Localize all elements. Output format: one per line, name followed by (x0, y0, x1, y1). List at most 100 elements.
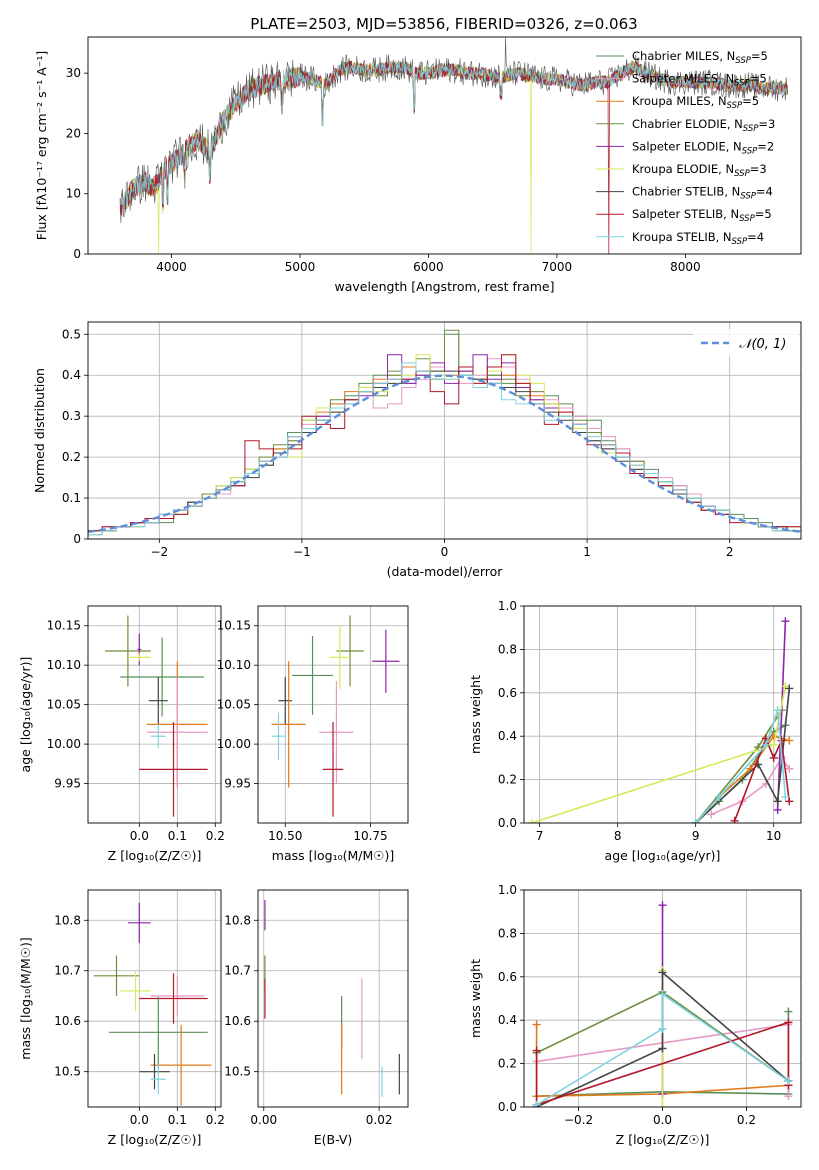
histogram-panel: −2 −1 0 1 2 0 0.1 0.2 0.3 0.4 0.5 (data-model)/erro… (32, 321, 802, 579)
age_vs_Z-ytick-label: 10.05 (47, 698, 81, 712)
histogram-ytick-label: 0.3 (62, 409, 81, 423)
weight_vs_Z-xtick-label: −0.2 (564, 1113, 593, 1127)
age_vs_mass-ytick-label: 10.10 (217, 658, 251, 672)
weight-marker (658, 990, 667, 999)
histogram-ytick-label: 0.2 (62, 450, 81, 464)
histogram-ytick-label: 0.1 (62, 491, 81, 505)
spectrum-xtick-label: 7000 (542, 260, 573, 274)
weight_vs_Z-ytick-label: 0.6 (498, 970, 517, 984)
spectrum-line (119, 60, 788, 254)
mass_vs_ebv-xlabel: E(B-V) (314, 1132, 353, 1147)
legend-label: Chabrier MILES, NSSP=5 (632, 49, 768, 66)
weight_vs_age-ytick-label: 1.0 (498, 599, 517, 613)
age_vs_Z-plot-area (105, 615, 208, 817)
mass_vs_Z-xtick-label: 0.1 (168, 1113, 187, 1127)
histogram-xtick-label: −1 (293, 545, 311, 559)
spectrum-ytick-label: 10 (66, 187, 81, 201)
spectrum-xlabel: wavelength [Angstrom, rest frame] (334, 279, 554, 294)
age_vs_mass-panel: 10.50 10.75 9.95 10.00 10.05 10.10 10.15 mass [… (217, 605, 409, 863)
age_vs_mass-plot-area (271, 615, 400, 817)
weight-line (695, 688, 791, 823)
weight-marker (769, 753, 778, 762)
weight_vs_age-ylabel: mass weight (468, 675, 483, 754)
mass_vs_Z-ytick-label: 10.8 (54, 913, 81, 927)
mass_vs_Z-ylabel: mass [log₁₀(M/M☉)] (18, 937, 33, 1059)
weight_vs_Z-xtick-label: 0.0 (653, 1113, 672, 1127)
legend-label: Salpeter MILES, NSSP=5 (632, 72, 767, 89)
mass_vs_ebv-ytick-label: 10.6 (224, 1014, 251, 1028)
histogram-xlabel: (data-model)/error (387, 564, 504, 579)
weight-marker (658, 1044, 667, 1053)
histogram-ytick-label: 0.5 (62, 327, 81, 341)
weight-marker (784, 1092, 793, 1101)
histogram-frame (87, 321, 802, 540)
mass_vs_Z-ytick-label: 10.7 (54, 964, 81, 978)
weight-line (531, 686, 787, 823)
weight-marker (658, 901, 667, 910)
age_vs_mass-frame (257, 605, 409, 824)
age_vs_Z-ytick-label: 10.10 (47, 658, 81, 672)
weight_vs_age-xtick-label: 9 (692, 829, 700, 843)
spectrum-line (119, 60, 788, 212)
age_vs_mass-ytick-label: 10.00 (217, 737, 251, 751)
histogram-ylabel: Normed distribution (32, 368, 47, 493)
weight_vs_age-ytick-label: 0.4 (498, 729, 517, 743)
weight-marker (658, 1024, 667, 1033)
weight-line (536, 992, 789, 1106)
weight-marker (773, 805, 782, 814)
weight_vs_age-panel: 7 8 9 10 0.0 0.2 0.4 0.6 0.8 1.0 age [log₁₀(age/yr… (468, 599, 802, 863)
weight-marker (784, 1076, 793, 1085)
mass_vs_ebv-frame (257, 889, 409, 1108)
histogram-xtick-label: 2 (726, 545, 734, 559)
legend-label: Chabrier STELIB, NSSP=4 (632, 185, 773, 202)
mass_vs_ebv-ytick-label: 10.8 (224, 913, 251, 927)
weight-marker (532, 1100, 541, 1107)
histogram-xtick-label: 0 (441, 545, 449, 559)
weight-marker (769, 740, 778, 749)
mass_vs_Z-ytick-label: 10.5 (54, 1065, 81, 1079)
spectrum-frame (87, 36, 802, 255)
weight-line (776, 621, 787, 811)
legend-label: Chabrier ELODIE, NSSP=3 (632, 117, 775, 134)
weight-marker (773, 706, 782, 715)
weight-marker (785, 736, 794, 745)
age_vs_Z-ytick-label: 10.15 (47, 619, 81, 633)
legend-label: Salpeter ELODIE, NSSP=2 (632, 139, 774, 156)
normal-curve (88, 374, 801, 533)
spectrum-xtick-label: 5000 (285, 260, 316, 274)
age_vs_mass-xtick-label: 10.50 (268, 829, 302, 843)
weight-marker (784, 1018, 793, 1027)
weight_vs_Z-panel: −0.2 0.0 0.2 0.0 0.2 0.4 0.6 0.8 1.0 Z [log₁₀(Z/Z… (468, 883, 802, 1147)
histogram-plot-area (88, 329, 801, 539)
histogram-ytick-label: 0.4 (62, 368, 81, 382)
spectrum-ytick-label: 20 (66, 126, 81, 140)
age_vs_mass-ytick-label: 10.15 (217, 619, 251, 633)
mass_vs_ebv-xtick-label: 0.00 (250, 1113, 277, 1127)
mass_vs_ebv-ytick-label: 10.7 (224, 964, 251, 978)
mass_vs_ebv-xtick-label: 0.02 (366, 1113, 393, 1127)
mass_vs_Z-xlabel: Z [log₁₀(Z/Z☉)] (108, 1132, 202, 1147)
weight_vs_age-xtick-label: 7 (536, 829, 544, 843)
legend-label: Kroupa ELODIE, NSSP=3 (632, 162, 767, 179)
age_vs_mass-xlabel: mass [log₁₀(M/M☉)] (272, 848, 394, 863)
weight_vs_age-plot-area (527, 617, 794, 823)
weight-marker (773, 797, 782, 806)
mass_vs_ebv-plot-area (264, 900, 400, 1097)
weight_vs_age-xtick-label: 10 (766, 829, 781, 843)
weight-marker (785, 764, 794, 773)
weight_vs_age-xtick-label: 8 (614, 829, 622, 843)
weight_vs_Z-ytick-label: 0.8 (498, 926, 517, 940)
age_vs_Z-xlabel: Z [log₁₀(Z/Z☉)] (108, 848, 202, 863)
age_vs_mass-xtick-label: 10.75 (353, 829, 387, 843)
weight_vs_Z-ytick-label: 0.0 (498, 1100, 517, 1114)
weight-marker (658, 968, 667, 977)
histogram-xtick-label: 1 (583, 545, 591, 559)
weight_vs_age-ytick-label: 0.0 (498, 816, 517, 830)
legend-label: Kroupa STELIB, NSSP=4 (632, 230, 764, 247)
weight_vs_age-ytick-label: 0.8 (498, 642, 517, 656)
weight-marker (658, 1103, 667, 1107)
age_vs_Z-ytick-label: 9.95 (54, 777, 81, 791)
mass_vs_Z-ytick-label: 10.6 (54, 1014, 81, 1028)
spectrum-panel: 4000 5000 6000 7000 8000 0 10 20 30 wavelength [A… (34, 36, 802, 294)
age_vs_mass-ytick-label: 9.95 (224, 777, 251, 791)
